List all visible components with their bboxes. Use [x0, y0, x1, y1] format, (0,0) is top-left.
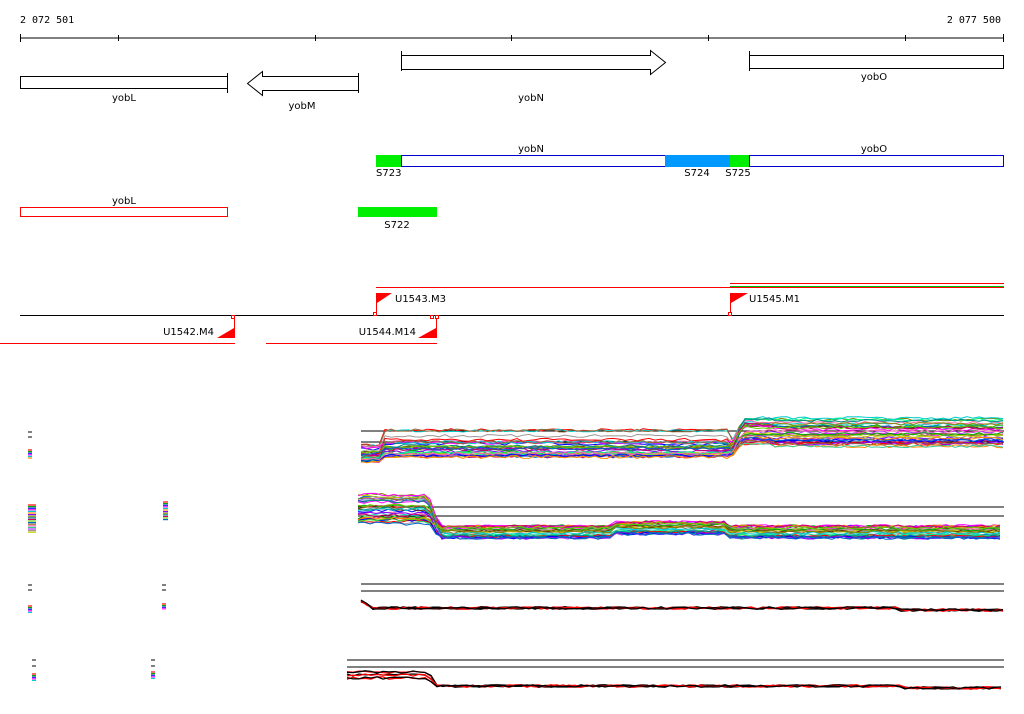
gene-yobO[interactable]: yobO — [749, 51, 1004, 83]
gene-yobN[interactable]: yobN — [401, 49, 667, 105]
coordinate-ruler: 2 072 501 2 077 500 — [20, 15, 1004, 42]
segment-yobO[interactable]: yobO — [749, 144, 1004, 167]
flag-icon — [731, 293, 748, 303]
segment-S725[interactable]: S725 — [725, 155, 751, 179]
transcript-U1543[interactable]: U1543.M3 — [373, 287, 1005, 316]
segment-S724[interactable]: S724 — [665, 155, 730, 179]
gene-track: yobL yobM yobN yobO — [20, 49, 1004, 113]
expression-profiles — [28, 416, 1004, 690]
segment-track: yobN yobO S723 S724 S725 yobL S722 — [20, 144, 1004, 231]
gene-label-yobO: yobO — [861, 72, 887, 83]
gene-label-yobN: yobN — [518, 93, 544, 104]
transcript-label-U1543: U1543.M3 — [395, 294, 446, 305]
gene-yobM[interactable]: yobM — [246, 70, 359, 113]
transcript-label-U1545: U1545.M1 — [749, 294, 800, 305]
transcript-track: U1543.M3 U1545.M1 U1542.M4 U1544.M14 — [0, 283, 1005, 344]
flag-icon — [217, 328, 234, 338]
segment-S722[interactable]: S722 — [358, 207, 437, 231]
segment-label-S722: S722 — [384, 220, 409, 231]
transcript-label-U1542: U1542.M4 — [163, 327, 214, 338]
segment-yobL-red[interactable]: yobL — [20, 196, 228, 217]
expression-profile-1[interactable] — [28, 416, 1004, 464]
segment-label-yobL: yobL — [112, 196, 136, 207]
ruler-ticks — [20, 34, 1004, 42]
transcript-U1545[interactable]: U1545.M1 — [728, 283, 1005, 316]
segment-label-yobN: yobN — [518, 144, 544, 155]
segment-S723[interactable]: S723 — [376, 155, 401, 179]
flag-icon — [418, 328, 436, 338]
segment-label-S723: S723 — [376, 168, 401, 179]
gene-label-yobM: yobM — [288, 101, 315, 112]
expression-profile-2[interactable] — [28, 492, 1004, 540]
segment-yobN[interactable]: yobN — [401, 144, 666, 167]
expression-profile-4[interactable] — [32, 659, 1004, 690]
segment-label-S725: S725 — [725, 168, 750, 179]
expression-profile-3[interactable] — [28, 583, 1004, 614]
transcript-U1544[interactable]: U1544.M14 — [266, 315, 439, 344]
ruler-end-label: 2 077 500 — [947, 15, 1001, 26]
transcript-U1542[interactable]: U1542.M4 — [0, 315, 235, 344]
gene-label-yobL: yobL — [112, 93, 136, 104]
gene-yobL[interactable]: yobL — [20, 73, 228, 104]
segment-label-S724: S724 — [684, 168, 709, 179]
flag-icon — [377, 293, 392, 303]
segment-label-yobO: yobO — [861, 144, 887, 155]
ruler-start-label: 2 072 501 — [20, 15, 74, 26]
transcript-label-U1544: U1544.M14 — [359, 327, 416, 338]
